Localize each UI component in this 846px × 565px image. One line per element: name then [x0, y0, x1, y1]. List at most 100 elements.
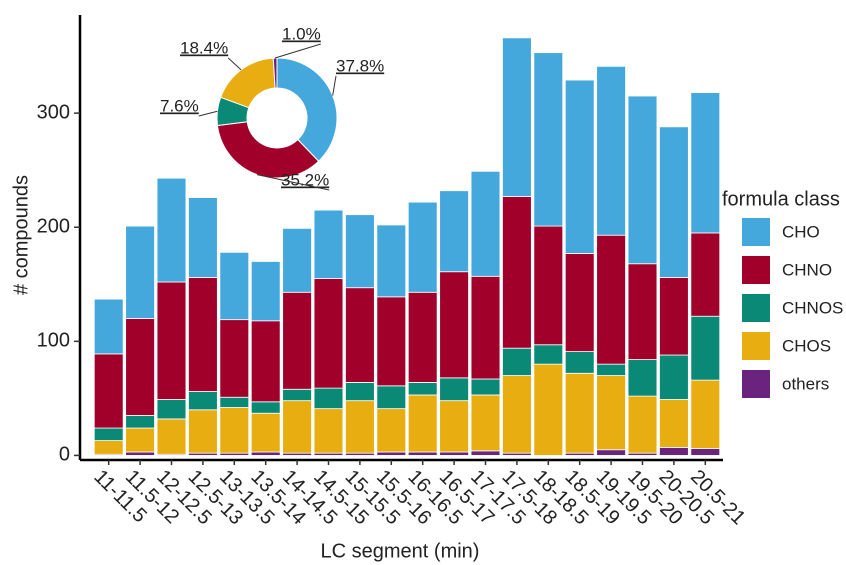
bar-segment — [596, 375, 626, 451]
bar-segment — [93, 298, 124, 355]
bar-segment — [690, 92, 721, 234]
bar-segment — [188, 391, 218, 411]
donut-label: 7.6% — [160, 96, 199, 115]
legend-swatch — [742, 256, 770, 284]
bar-segment — [125, 427, 155, 453]
legend-title: formula class — [722, 188, 840, 210]
bar-segment — [407, 201, 438, 293]
bar-segment — [596, 363, 626, 376]
donut-label: 1.0% — [282, 24, 321, 43]
bar-segment — [250, 401, 281, 414]
bar-segment — [470, 275, 501, 380]
bar-segment — [470, 450, 501, 456]
bar-segment — [93, 353, 124, 429]
bar-segment — [533, 344, 564, 365]
bar-segment — [188, 409, 218, 454]
leader-line — [274, 43, 321, 59]
bar-segment — [470, 378, 501, 396]
bar-segment — [313, 278, 344, 389]
legend-label: CHOS — [782, 336, 831, 355]
bar-segment — [156, 418, 187, 455]
bar-segment — [219, 251, 250, 321]
donut-label: 35.2% — [281, 170, 329, 189]
bar-segment — [439, 400, 469, 453]
bar-segment — [533, 363, 564, 456]
bar-segment — [219, 396, 250, 408]
bar-segment — [250, 261, 281, 322]
y-tick-label: 100 — [37, 330, 70, 352]
bar-segment — [439, 377, 469, 402]
bar-segment — [564, 253, 595, 353]
bar-segment — [345, 400, 375, 454]
bar-segment — [313, 408, 344, 454]
bar-segment — [156, 281, 187, 400]
bar-segment — [533, 225, 564, 346]
bar-segment — [627, 395, 658, 454]
donut-slice — [216, 121, 320, 179]
bar-segment — [156, 399, 187, 420]
leader-line — [227, 57, 242, 71]
bar-segment — [690, 448, 721, 456]
bar-segment — [502, 347, 532, 376]
donut-label: 18.4% — [180, 38, 228, 57]
bar-segment — [250, 320, 281, 403]
bar-segment — [564, 79, 595, 254]
leader-line — [198, 110, 218, 117]
bar-segment — [470, 170, 501, 277]
bar-segment — [439, 271, 469, 379]
bar-segment — [407, 382, 438, 396]
bar-segment — [250, 451, 281, 456]
donut-slice — [276, 57, 338, 162]
bar-segment — [125, 225, 155, 319]
bar-segment — [502, 196, 532, 349]
y-tick-label: 0 — [59, 444, 70, 466]
legend-label: others — [782, 374, 829, 393]
bar-segment — [282, 400, 312, 454]
bar-segment — [93, 440, 124, 455]
bar-segment — [282, 227, 312, 293]
bar-segment — [627, 359, 658, 397]
bar-segment — [659, 399, 689, 448]
x-axis-title: LC segment (min) — [321, 540, 480, 562]
bar-segment — [250, 412, 281, 453]
bar-segment — [690, 379, 721, 449]
bar-segment — [564, 372, 595, 454]
bar-segment — [502, 375, 532, 454]
bar-segment — [93, 427, 124, 442]
bar-segment — [282, 291, 312, 390]
bar-segment — [156, 177, 187, 283]
bar-segment — [188, 197, 218, 278]
y-tick-label: 300 — [37, 101, 70, 123]
y-tick-label: 200 — [37, 216, 70, 238]
bar-segment — [219, 319, 250, 398]
bar-segment — [690, 315, 721, 381]
bar-segment — [439, 190, 469, 273]
bar-segment — [407, 291, 438, 383]
legend-swatch — [742, 294, 770, 322]
bar-segment — [659, 447, 689, 456]
bar-segment — [659, 277, 689, 356]
donut-slice — [272, 57, 278, 89]
leader-line — [256, 174, 330, 191]
bar-segment — [345, 287, 375, 383]
bar-segment — [125, 318, 155, 416]
bar-segment — [219, 407, 250, 454]
bar-segment — [596, 449, 626, 456]
bar-segment — [502, 37, 532, 197]
legend-swatch — [742, 218, 770, 246]
bar-segment — [313, 209, 344, 279]
leader-line — [332, 75, 337, 96]
donut-label: 37.8% — [336, 56, 384, 75]
bar-segment — [596, 65, 626, 236]
bar-segment — [627, 95, 658, 265]
bar-segment — [188, 277, 218, 392]
bar-segment — [564, 351, 595, 374]
legend-label: CHNOS — [782, 298, 843, 317]
bar-segment — [313, 387, 344, 410]
bar-segment — [470, 394, 501, 452]
bar-segment — [659, 126, 689, 278]
bar-segment — [407, 451, 438, 456]
bar-segment — [345, 382, 375, 402]
bar-segment — [690, 232, 721, 317]
bar-segment — [125, 415, 155, 429]
